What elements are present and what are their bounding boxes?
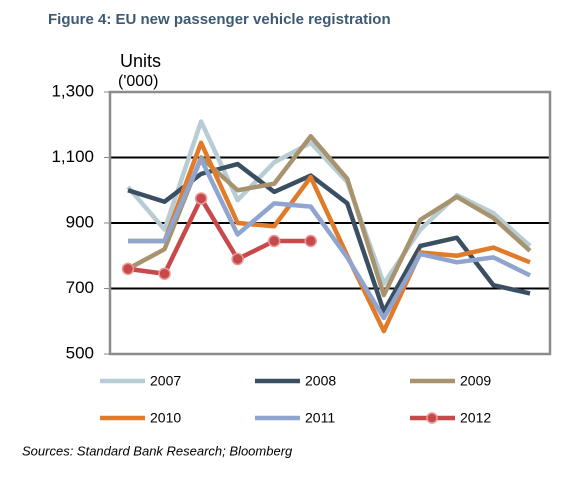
legend-label: 2008 (305, 373, 336, 389)
y-tick-label: 500 (66, 343, 94, 362)
legend-label: 2009 (460, 373, 491, 389)
chart-title: Figure 4: EU new passenger vehicle regis… (48, 11, 391, 28)
y-axis-unit: ('000) (118, 73, 158, 90)
y-tick-label: 700 (66, 278, 94, 297)
legend-label: 2011 (305, 410, 335, 426)
y-tick-label: 1,300 (51, 81, 94, 100)
y-tick-label: 900 (66, 212, 94, 231)
point-marker (304, 234, 317, 248)
y-axis-label: Units (120, 51, 161, 71)
series-line (127, 196, 311, 277)
point-marker (267, 234, 281, 248)
y-tick-label: 1,100 (51, 147, 94, 166)
source-note: Sources: Standard Bank Research; Bloombe… (22, 443, 293, 458)
point-marker (121, 262, 135, 276)
point-marker (194, 192, 208, 205)
legend-label: 2012 (460, 410, 491, 426)
point-marker (158, 267, 171, 281)
series-line (128, 140, 531, 334)
legend-label: 2007 (150, 373, 181, 389)
point-marker (231, 252, 244, 266)
series-line (128, 156, 531, 321)
legend-marker (426, 412, 438, 424)
legend-label: 2010 (150, 410, 181, 426)
plot-frame (108, 90, 552, 356)
